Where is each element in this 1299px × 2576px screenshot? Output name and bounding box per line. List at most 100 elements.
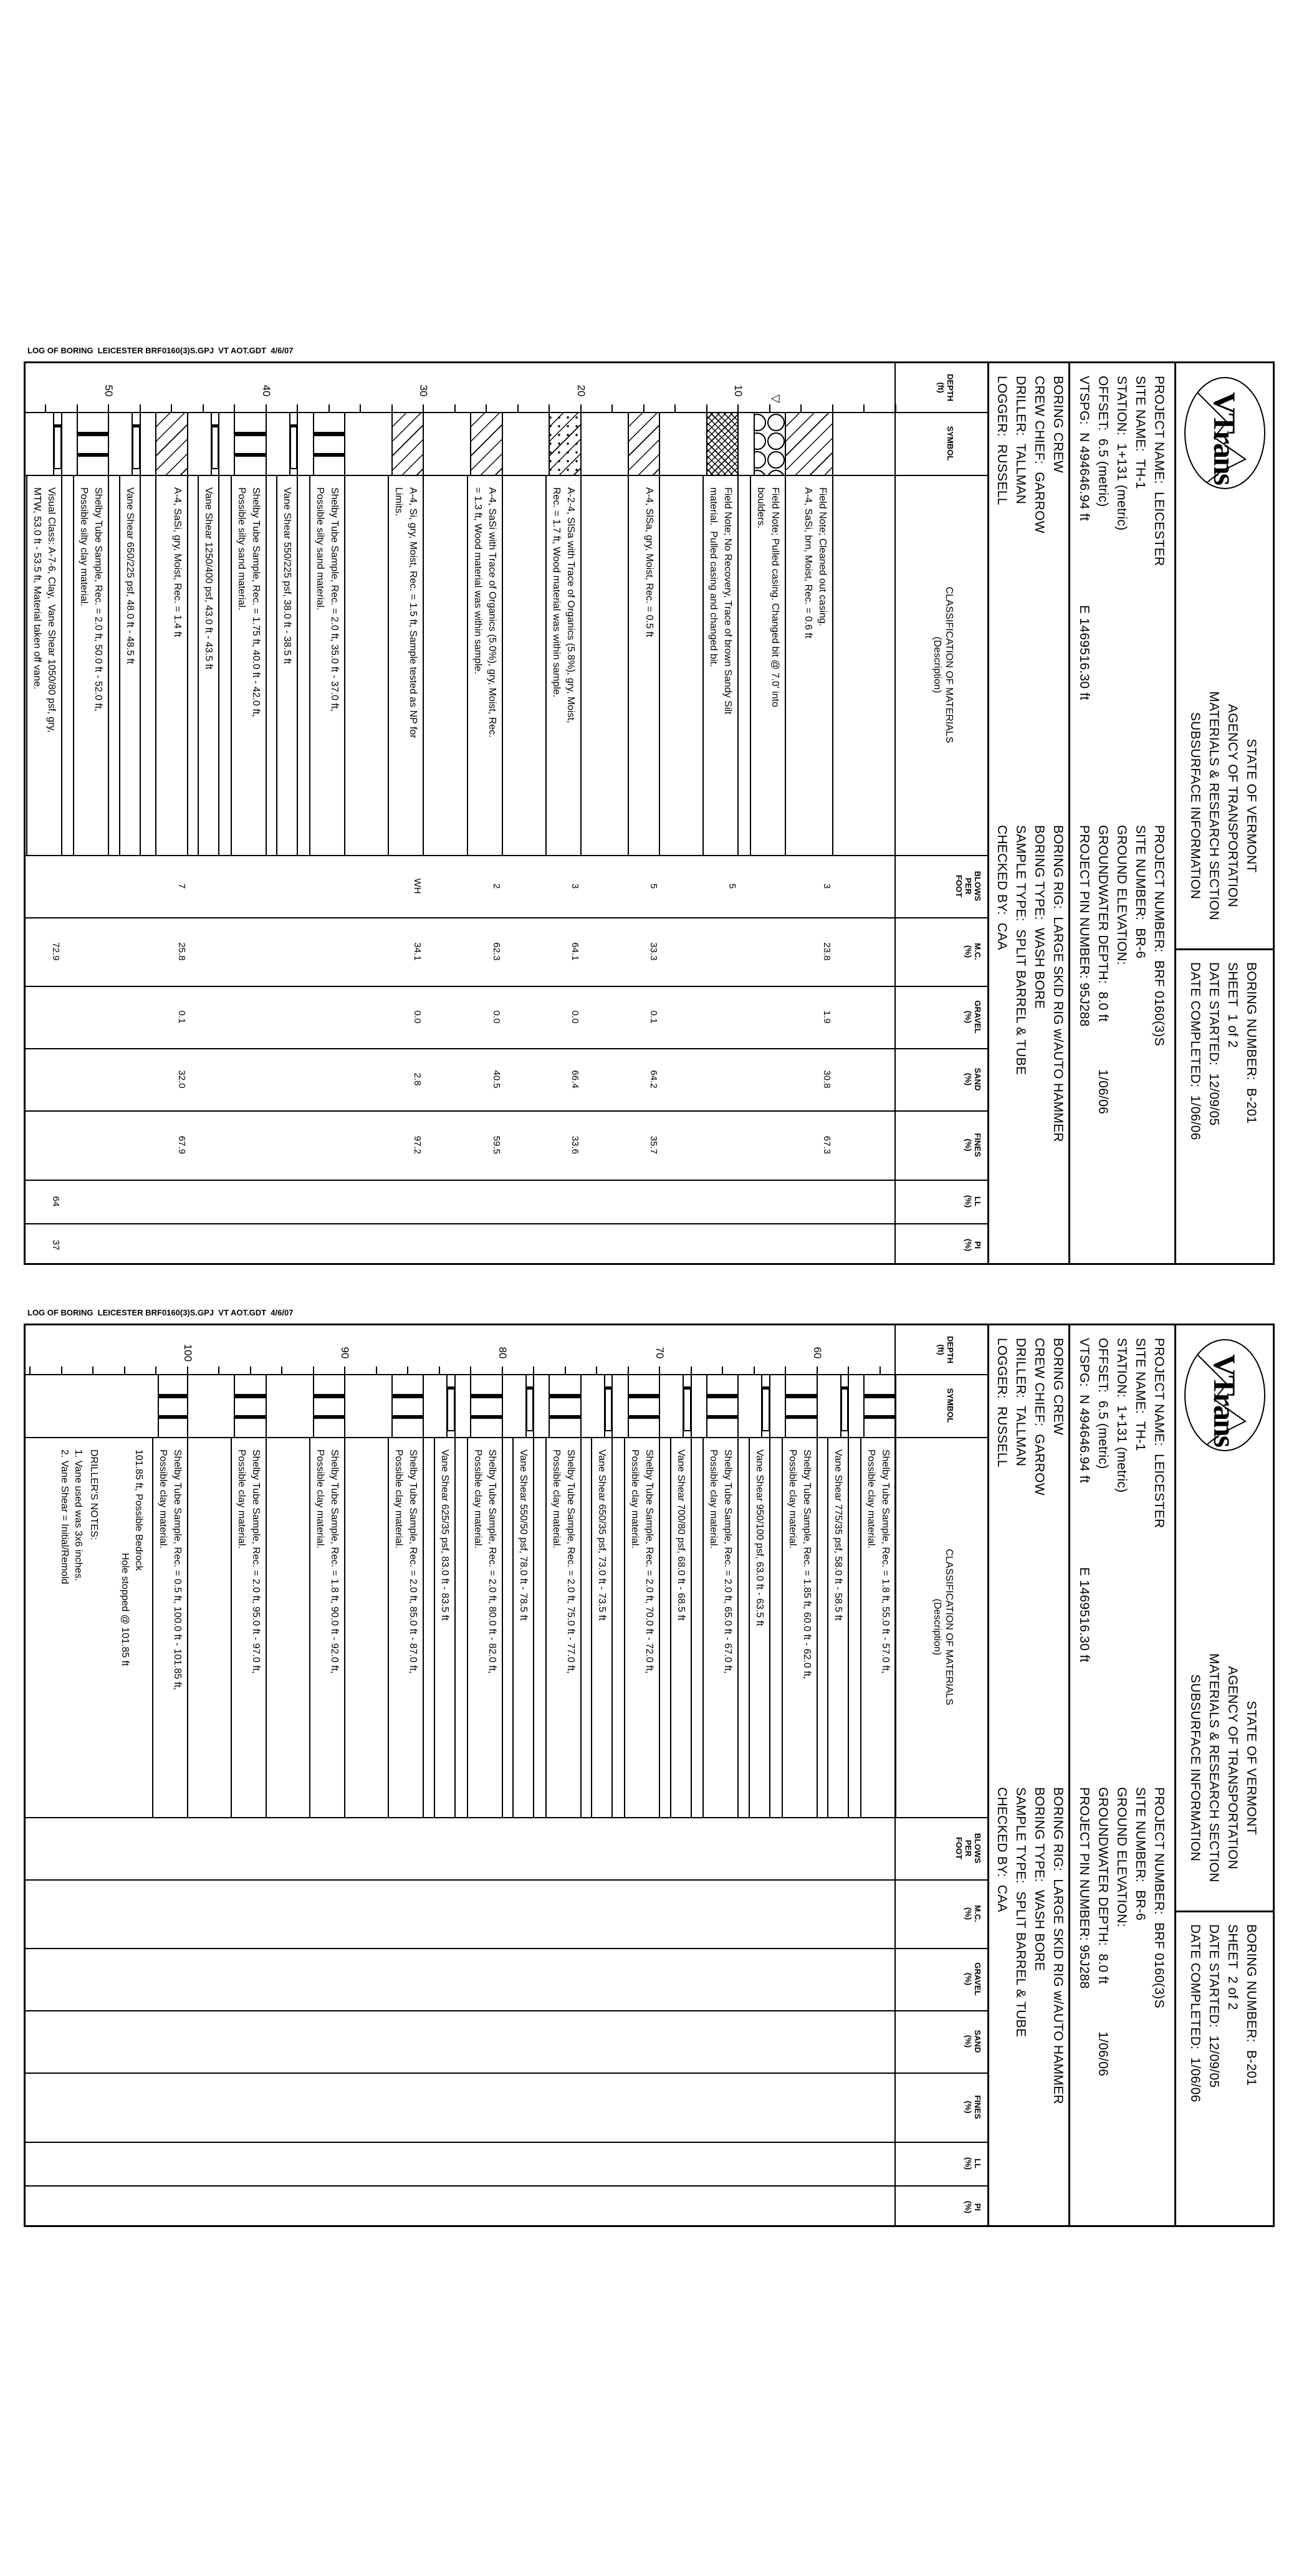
layer-boundary: [470, 412, 472, 475]
layer-description: Possible clay material.: [472, 1449, 483, 1549]
depth-label: 80: [496, 1347, 509, 1359]
vtrans-logo-text: VTrans: [1207, 392, 1242, 485]
symbol-hatch: [785, 413, 833, 475]
layer-boundary: [312, 412, 314, 475]
mountain-graphic-icon: [1195, 390, 1247, 485]
depth-tick: [627, 1367, 629, 1374]
value-fines: 67.9: [176, 1135, 187, 1155]
layer-boundary: [423, 1374, 424, 1437]
depth-label: 60: [811, 1347, 823, 1359]
sheet-content: VTrans STATE OF VERMONT AGENCY OF TRANSPOR…: [24, 1324, 1275, 2227]
depth-tick: [123, 1367, 125, 1374]
column-header-pi: PI (%): [964, 2185, 982, 2229]
layer-boundary: [706, 412, 707, 475]
column-header-line: (%): [964, 2157, 973, 2170]
layer-boundary: [309, 1437, 311, 1817]
value-mc: 34.1: [412, 942, 423, 961]
project-info-field: OFFSET: 6.5 (metric): [1096, 1338, 1110, 1469]
column-header-line: SYMBOL: [946, 426, 955, 461]
project-info-field: OFFSET: 6.5 (metric): [1096, 376, 1110, 507]
depth-label: 100: [181, 1343, 194, 1362]
column-header-blows: BLOWS PER FOOT: [954, 1817, 982, 1879]
layer-description: Possible silty clay material.: [79, 487, 90, 607]
column-divider: [26, 986, 989, 987]
layer-description: MTW, 53.0 ft - 53.5 ft, Material taken o…: [31, 487, 42, 690]
layer-description: Shelby Tube Sample, Rec. = 2.0 ft, 65.0 …: [722, 1449, 734, 1674]
layer-boundary: [276, 475, 278, 855]
depth-tick: [203, 404, 204, 412]
layer-boundary: [266, 1374, 267, 1437]
layer-boundary: [702, 475, 704, 855]
layer-boundary: [659, 475, 661, 855]
shelby-tube-bar: [628, 1415, 660, 1419]
agency-line: MATERIALS & RESEARCH SECTION: [1207, 1653, 1221, 1882]
column-divider: [26, 1948, 989, 1949]
column-header-symbol: SYMBOL: [946, 412, 955, 475]
depth-tick: [549, 404, 550, 412]
column-divider: [26, 2185, 989, 2187]
layer-description: Shelby Tube Sample, Rec. = 2.0 ft, 85.0 …: [408, 1449, 419, 1674]
depth-tick: [596, 1367, 598, 1374]
layer-description: Shelby Tube Sample, Rec. = 1.8 ft, 55.0 …: [880, 1449, 891, 1674]
shelby-tube-bar: [785, 1415, 817, 1419]
layer-boundary: [344, 412, 346, 475]
column-header-line: PI: [973, 2203, 982, 2211]
value-pi: 37: [50, 1239, 61, 1251]
layer-boundary: [108, 412, 110, 475]
layer-boundary: [297, 412, 299, 475]
layer-boundary: [785, 1374, 787, 1437]
symbol-shelby: [313, 413, 345, 475]
layer-description: Vane Shear 950/100 psf, 63.0 ft - 63.5 f…: [754, 1449, 765, 1626]
depth-tick: [328, 404, 330, 412]
shelby-tube-bar: [234, 453, 266, 457]
sheet-number: SHEET 2 of 2: [1225, 1924, 1240, 2010]
layer-boundary: [423, 475, 424, 855]
layer-boundary: [753, 412, 755, 475]
depth-tick: [454, 404, 456, 412]
column-divider: [26, 1223, 989, 1224]
value-gravel: 0.0: [412, 1010, 423, 1024]
layer-description: Possible clay material.: [630, 1449, 641, 1549]
shelby-tube-bar: [158, 1394, 188, 1398]
value-fines: 59.5: [491, 1135, 502, 1155]
column-header-line: (%): [964, 1972, 973, 1986]
layer-boundary: [53, 412, 55, 475]
layer-description: A-4, SaSi with Trace of Organics (5.0%),…: [486, 487, 497, 738]
mountain-graphic-icon: [1195, 1352, 1247, 1447]
column-divider: [26, 475, 989, 476]
depth-tick: [848, 1367, 850, 1374]
column-header-line: PER: [964, 1839, 973, 1857]
layer-boundary: [391, 1374, 393, 1437]
value-mc: 62.3: [491, 942, 502, 961]
layer-boundary: [549, 412, 550, 475]
agency-line: SUBSURFACE INFORMATION: [1188, 712, 1202, 900]
layer-boundary: [140, 475, 141, 855]
layer-description: Vane Shear 700/80 psf, 68.0 ft - 68.5 ft: [675, 1449, 686, 1621]
driller-note: 2. Vane Shear = Initial/Remold: [59, 1449, 70, 1585]
value-blows: 2: [491, 883, 502, 889]
depth-label: 90: [339, 1347, 352, 1359]
layer-boundary: [769, 1374, 770, 1437]
layer-boundary: [231, 475, 232, 855]
value-blows: 3: [822, 883, 832, 889]
shelby-tube-bar: [707, 1415, 739, 1419]
project-info-field: PROJECT PIN NUMBER: 95J288: [1077, 1787, 1091, 1989]
column-header-line: LL: [973, 2159, 982, 2168]
column-header-line: FINES: [973, 1133, 982, 1157]
depth-tick: [643, 404, 645, 412]
column-header-fines: FINES (%): [964, 2073, 982, 2142]
depth-tick: [391, 404, 393, 412]
driller-note: Hole stopped @ 101.85 ft: [120, 1553, 130, 1666]
layer-boundary: [525, 1374, 527, 1437]
layer-boundary: [690, 1374, 692, 1437]
layer-boundary: [848, 1437, 850, 1817]
symbol-boulders: [754, 413, 786, 475]
layer-description: Vane Shear 625/35 psf, 83.0 ft - 83.5 ft: [439, 1449, 450, 1621]
layer-boundary: [234, 412, 236, 475]
header-divider: [1068, 363, 1070, 1263]
layer-boundary: [119, 475, 120, 855]
shelby-tube-bar: [392, 1394, 424, 1398]
depth-tick: [816, 1367, 818, 1374]
layer-description: Possible clay material.: [236, 1449, 247, 1549]
